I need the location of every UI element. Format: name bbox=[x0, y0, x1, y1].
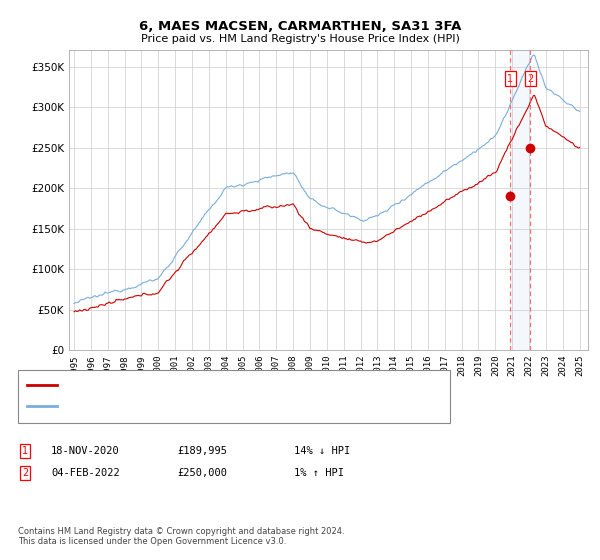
Text: 14% ↓ HPI: 14% ↓ HPI bbox=[294, 446, 350, 456]
Text: 2: 2 bbox=[527, 74, 533, 84]
Text: Contains HM Land Registry data © Crown copyright and database right 2024.
This d: Contains HM Land Registry data © Crown c… bbox=[18, 526, 344, 546]
Text: HPI: Average price, detached house, Carmarthenshire: HPI: Average price, detached house, Carm… bbox=[63, 401, 326, 411]
Text: 04-FEB-2022: 04-FEB-2022 bbox=[51, 468, 120, 478]
Text: 2: 2 bbox=[22, 468, 28, 478]
Text: 6, MAES MACSEN, CARMARTHEN, SA31 3FA: 6, MAES MACSEN, CARMARTHEN, SA31 3FA bbox=[139, 20, 461, 32]
Text: 18-NOV-2020: 18-NOV-2020 bbox=[51, 446, 120, 456]
Text: Price paid vs. HM Land Registry's House Price Index (HPI): Price paid vs. HM Land Registry's House … bbox=[140, 34, 460, 44]
Text: £250,000: £250,000 bbox=[177, 468, 227, 478]
Text: 1: 1 bbox=[22, 446, 28, 456]
Bar bbox=[510, 50, 530, 350]
Text: 6, MAES MACSEN, CARMARTHEN, SA31 3FA (detached house): 6, MAES MACSEN, CARMARTHEN, SA31 3FA (de… bbox=[63, 380, 363, 390]
Text: 1% ↑ HPI: 1% ↑ HPI bbox=[294, 468, 344, 478]
Text: 1: 1 bbox=[507, 74, 513, 84]
Text: £189,995: £189,995 bbox=[177, 446, 227, 456]
